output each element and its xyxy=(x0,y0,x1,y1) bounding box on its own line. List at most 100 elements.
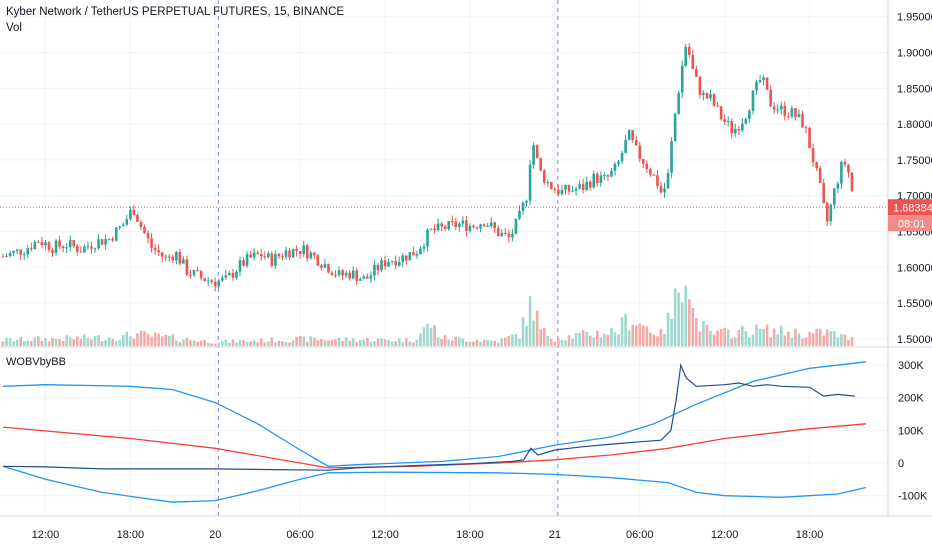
volume-bar xyxy=(525,325,528,346)
candle-down xyxy=(40,241,44,246)
candle-up xyxy=(192,270,196,276)
candle-up xyxy=(44,242,47,246)
volume-bar xyxy=(337,337,341,346)
volume-bar xyxy=(815,328,818,346)
last-price-label: 1.68384 xyxy=(893,202,932,214)
volume-bar xyxy=(185,337,189,346)
volume-bar xyxy=(571,338,574,346)
candles[interactable] xyxy=(0,43,888,292)
candle-down xyxy=(259,254,263,257)
candle-down xyxy=(815,162,818,169)
volume-bar xyxy=(118,340,122,346)
volume-bar xyxy=(592,337,596,346)
volume-bar xyxy=(627,330,631,346)
volume-bar xyxy=(100,341,104,346)
indicator-line-upper xyxy=(2,361,867,467)
volume-bar xyxy=(97,335,100,346)
candle-down xyxy=(231,273,235,278)
candle-down xyxy=(737,129,741,131)
indicator-lines xyxy=(2,361,867,503)
candle-down xyxy=(199,271,203,279)
volume-bar xyxy=(454,336,458,346)
volume-legend[interactable]: Vol xyxy=(6,22,22,34)
candle-up xyxy=(419,248,422,255)
volume-bar xyxy=(65,335,68,346)
candle-up xyxy=(486,225,489,227)
candle-up xyxy=(93,248,97,250)
candle-up xyxy=(726,121,730,123)
candle-up xyxy=(836,183,840,189)
volume-bar xyxy=(104,340,107,346)
candle-down xyxy=(316,255,320,266)
candle-down xyxy=(649,169,652,175)
volume-bar xyxy=(83,334,86,346)
symbol-title[interactable]: Kyber Network / TetherUS PERPETUAL FUTUR… xyxy=(6,6,345,18)
volume-bar xyxy=(560,340,564,346)
time-axis[interactable]: 12:00 18:00 20 06:00 12:00 18:00 21 06:00 12:00 1… xyxy=(32,529,824,541)
candle-up xyxy=(797,114,801,118)
candle-down xyxy=(334,274,337,276)
price-axis[interactable]: 1.950001.900001.850001.800001.750001.700… xyxy=(888,12,932,346)
volume-bar xyxy=(458,337,461,346)
candle-down xyxy=(203,278,206,282)
volume-bar xyxy=(259,338,263,346)
candle-down xyxy=(504,232,507,234)
volume-bar xyxy=(415,339,419,346)
candle-up xyxy=(267,253,270,258)
volume-bar xyxy=(578,332,581,346)
volume-bar xyxy=(47,341,51,346)
candle-up xyxy=(518,211,521,219)
volume-bar xyxy=(500,338,504,346)
volume-bar xyxy=(249,341,252,346)
indicator-line-basis xyxy=(2,423,867,469)
volume-bar xyxy=(22,341,26,346)
candle-up xyxy=(217,280,221,287)
candle-down xyxy=(804,127,808,129)
volume-bar xyxy=(284,341,288,346)
candle-up xyxy=(702,93,705,95)
candle-down xyxy=(196,270,199,272)
volume-bar xyxy=(267,341,270,346)
candle-up xyxy=(741,123,744,131)
volume-bar xyxy=(472,341,475,346)
candle-up xyxy=(790,108,794,117)
candle-down xyxy=(157,250,160,253)
candle-up xyxy=(663,188,666,193)
volume-bar xyxy=(712,334,716,346)
candle-down xyxy=(383,260,387,267)
candle-up xyxy=(458,223,461,228)
candle-up xyxy=(274,253,277,266)
indicator-tick-label: 0 xyxy=(898,458,904,470)
volume-bar xyxy=(723,327,726,346)
candle-up xyxy=(429,228,433,230)
volume-bar xyxy=(426,323,429,346)
volume-bar xyxy=(808,331,811,346)
volume-bar xyxy=(482,339,486,346)
volume-bar xyxy=(762,329,765,346)
candle-up xyxy=(560,189,564,195)
volume-bar xyxy=(440,339,443,346)
volume-bar xyxy=(447,339,451,346)
volume-bar xyxy=(652,334,656,346)
candle-up xyxy=(344,272,348,276)
candle-down xyxy=(153,247,157,251)
indicator-axis[interactable]: 300K 200K 100K 0 -100K xyxy=(898,360,928,503)
candle-down xyxy=(843,161,847,165)
candle-up xyxy=(390,261,394,263)
time-tick-label: 06:00 xyxy=(286,529,314,541)
candle-down xyxy=(811,148,815,163)
volume-bar xyxy=(748,337,751,346)
candle-up xyxy=(709,94,712,99)
candle-down xyxy=(539,157,542,171)
volume-bar xyxy=(465,341,468,346)
price-tick-label: 1.95000 xyxy=(897,12,932,24)
volume-bar xyxy=(574,333,578,346)
volume-bar xyxy=(256,342,259,346)
candle-up xyxy=(26,248,30,255)
indicator-legend[interactable]: WOBVbyBB xyxy=(6,356,66,368)
candle-up xyxy=(175,252,178,261)
volume-bar xyxy=(291,340,295,346)
volume-bar xyxy=(631,324,634,346)
volume-bar xyxy=(213,343,217,346)
